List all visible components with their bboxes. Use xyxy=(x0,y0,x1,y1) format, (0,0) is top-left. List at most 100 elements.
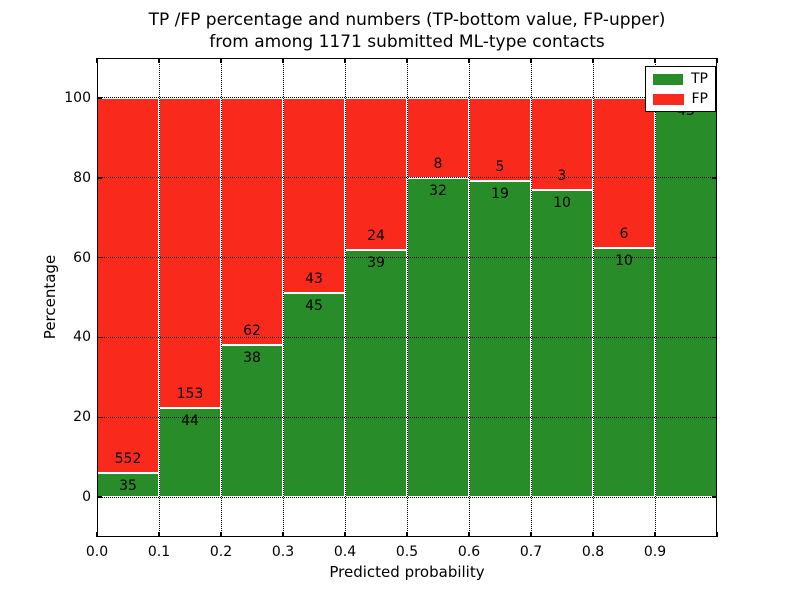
bar-segment-fp xyxy=(469,97,531,182)
v-gridline xyxy=(220,58,222,537)
v-gridline xyxy=(406,58,408,537)
v-gridline xyxy=(468,58,470,537)
tp-count-label: 19 xyxy=(491,186,509,203)
y-tick-label: 60 xyxy=(73,249,91,266)
tp-count-label: 45 xyxy=(305,297,323,314)
x-tick xyxy=(158,58,160,63)
x-tick-label: 0.7 xyxy=(519,544,543,560)
bar-segment-fp xyxy=(159,97,221,408)
legend-swatch-fp xyxy=(653,93,684,105)
bar-segment-tp xyxy=(345,249,407,498)
x-axis-label: Predicted probability xyxy=(329,563,485,581)
x-tick-label: 0.6 xyxy=(457,544,481,560)
fp-count-label: 24 xyxy=(367,227,385,244)
fp-count-label: 552 xyxy=(114,451,142,468)
bar-segment-tp xyxy=(531,190,593,498)
y-tick xyxy=(97,336,102,339)
tp-count-label: 32 xyxy=(429,182,447,199)
plot-area: TP FP 552 35 153 44 62 38 43 45 24 39 8 32 5 19 3 10 6 10… xyxy=(64,58,718,560)
y-tick xyxy=(712,177,717,179)
x-tick xyxy=(344,532,346,537)
y-tick-label: 80 xyxy=(73,169,91,186)
bar-segment-fp xyxy=(221,97,283,346)
v-gridline xyxy=(158,58,160,537)
bar-segment-fp xyxy=(345,97,407,250)
legend-label-fp: FP xyxy=(691,91,709,107)
x-tick-label: 0.9 xyxy=(643,544,667,560)
y-tick-label: 100 xyxy=(64,89,91,106)
y-tick xyxy=(97,256,102,259)
y-tick xyxy=(97,416,102,418)
chart-title: TP /FP percentage and numbers (TP-bottom… xyxy=(97,9,717,53)
x-tick xyxy=(716,58,718,63)
x-tick-label: 0.5 xyxy=(395,544,419,560)
tp-count-label: 44 xyxy=(181,412,199,429)
legend: TP FP xyxy=(645,66,716,112)
y-tick-label: 40 xyxy=(73,329,91,346)
x-tick xyxy=(654,532,656,537)
x-tick xyxy=(468,532,470,537)
fp-count-label: 8 xyxy=(433,155,443,172)
bar-segment-tp xyxy=(593,247,655,498)
x-tick xyxy=(96,58,98,63)
legend-entry-fp: FP xyxy=(653,92,708,106)
x-tick xyxy=(96,532,98,537)
bar-segment-tp xyxy=(283,292,345,498)
y-tick xyxy=(712,256,717,259)
v-gridline xyxy=(282,58,284,537)
y-tick-label: 20 xyxy=(73,409,91,426)
bar-segment-tp xyxy=(469,181,531,498)
legend-swatch-tp xyxy=(653,73,683,85)
x-tick xyxy=(344,58,346,63)
v-gridline xyxy=(344,58,346,537)
fp-count-label: 43 xyxy=(305,270,323,287)
y-tick xyxy=(712,416,717,418)
x-tick xyxy=(654,58,656,63)
y-tick xyxy=(97,177,102,179)
x-tick xyxy=(158,532,160,537)
y-tick-label: 0 xyxy=(82,489,91,506)
bar-segment-fp xyxy=(531,97,593,191)
chart-title-line1: TP /FP percentage and numbers (TP-bottom… xyxy=(148,10,666,30)
fp-count-label: 6 xyxy=(619,225,629,242)
legend-label-tp: TP xyxy=(691,71,708,87)
v-gridline xyxy=(530,58,532,537)
v-gridline xyxy=(654,58,656,537)
tp-count-label: 10 xyxy=(553,195,571,212)
x-tick-label: 0.0 xyxy=(85,544,109,560)
x-tick-label: 0.8 xyxy=(581,544,605,560)
fp-count-label: 5 xyxy=(495,159,505,176)
x-tick xyxy=(406,58,408,63)
x-tick-label: 0.1 xyxy=(147,544,171,560)
x-tick xyxy=(220,532,222,537)
x-tick-label: 0.3 xyxy=(271,544,295,560)
tp-count-label: 10 xyxy=(615,252,633,269)
y-tick xyxy=(712,336,717,339)
x-tick xyxy=(468,58,470,63)
bar-segment-tp xyxy=(655,97,717,498)
bar-segment-tp xyxy=(159,407,221,498)
fp-count-label: 153 xyxy=(176,385,204,402)
bar-segment-fp xyxy=(593,97,655,248)
x-tick xyxy=(220,58,222,63)
y-tick xyxy=(97,97,102,99)
tp-count-label: 39 xyxy=(367,254,385,271)
bar-segment-fp xyxy=(283,97,345,293)
x-tick xyxy=(530,532,532,537)
tp-count-label: 38 xyxy=(243,350,261,367)
y-axis-label: Percentage xyxy=(41,254,59,340)
x-tick xyxy=(716,532,718,537)
chart-title-line2: from among 1171 submitted ML-type contac… xyxy=(209,32,605,52)
x-tick xyxy=(592,532,594,537)
x-tick xyxy=(406,532,408,537)
x-tick-label: 0.4 xyxy=(333,544,357,560)
fp-count-label: 62 xyxy=(243,323,261,340)
x-tick xyxy=(282,532,284,537)
x-tick xyxy=(530,58,532,63)
y-tick xyxy=(97,496,102,498)
fp-count-label: 3 xyxy=(557,168,567,185)
y-tick xyxy=(712,496,717,498)
x-tick xyxy=(282,58,284,63)
v-gridline xyxy=(592,58,594,537)
legend-entry-tp: TP xyxy=(653,72,708,86)
